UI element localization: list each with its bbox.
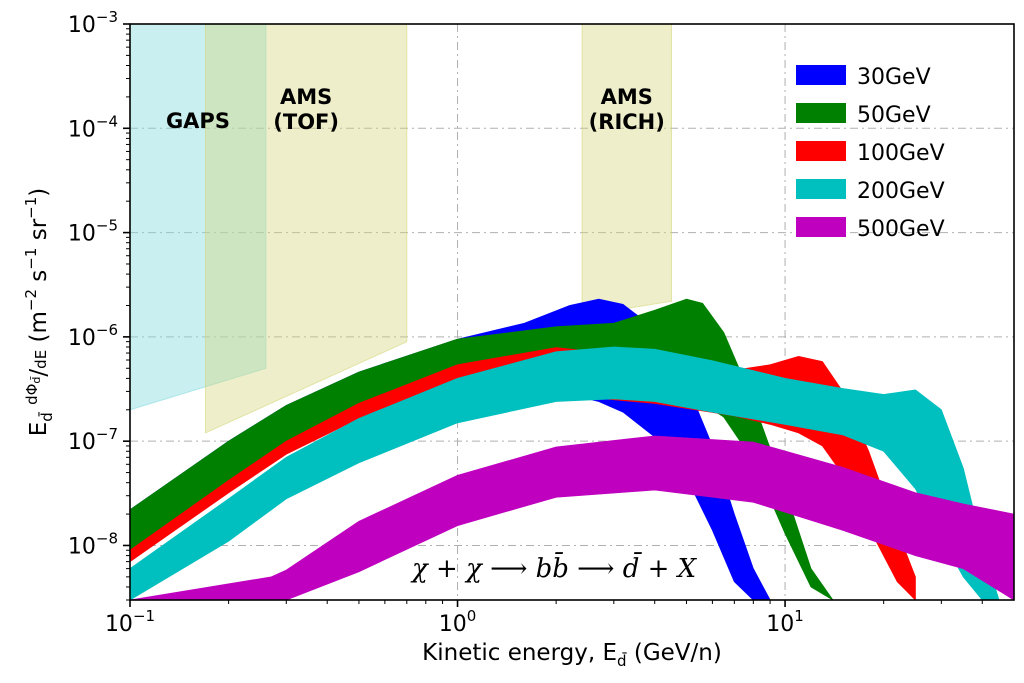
sensitivity-regions [130, 24, 672, 434]
x-tick-label: 10−1 [105, 607, 155, 637]
region-ams-rich [581, 24, 672, 317]
y-tick-label: 10−3 [68, 8, 118, 38]
y-tick-label: 10−6 [68, 321, 118, 351]
legend-label-100gev: 100GeV [857, 141, 945, 166]
region-label: (RICH) [589, 110, 665, 134]
region-ams-tof [205, 24, 408, 434]
region-label: AMS [601, 85, 653, 109]
y-tick-label: 10−5 [68, 217, 118, 247]
region-gaps [130, 24, 267, 411]
x-axis-label: Kinetic energy, Ed̄ (GeV/n) [422, 640, 722, 670]
y-tick-label: 10−7 [68, 425, 118, 455]
legend-swatch-50gev [796, 103, 846, 123]
legend-label-30gev: 30GeV [857, 65, 931, 90]
flux-bands [130, 298, 1014, 600]
y-tick-label: 10−8 [68, 529, 118, 559]
axis-ticks [123, 23, 983, 607]
x-tick-label: 101 [766, 607, 804, 637]
legend: 30GeV 50GeV 100GeV 200GeV 500GeV [796, 65, 945, 242]
y-tick-label: 10−4 [68, 112, 118, 142]
region-label: AMS [280, 85, 332, 109]
tick-labels: 10−1 100 101 10−8 10−7 10−6 10−5 10−4 10−3 [68, 8, 804, 637]
region-label: (TOF) [273, 110, 339, 134]
legend-swatch-100gev [796, 141, 846, 161]
svg-text:Ed̄ dΦd̄/dE (m−2 s−1 sr−1): Ed̄ dΦd̄/dE (m−2 s−1 sr−1) [22, 188, 56, 437]
plot-frame [129, 23, 1015, 601]
legend-label-200gev: 200GeV [857, 179, 945, 204]
region-label: GAPS [166, 109, 230, 133]
legend-label-500gev: 500GeV [857, 217, 945, 242]
y-axis-label: Ed̄ dΦd̄/dE (m−2 s−1 sr−1) [22, 188, 56, 437]
legend-swatch-30gev [796, 65, 846, 85]
process-annotation: χ + χ ⟶ bb̄ ⟶ d̄ + X [410, 551, 698, 584]
x-tick-label: 100 [439, 607, 477, 637]
band-500gev [130, 435, 1014, 600]
legend-swatch-200gev [796, 179, 846, 199]
band-200gev [130, 346, 1000, 600]
legend-swatch-500gev [796, 217, 846, 237]
legend-label-50gev: 50GeV [857, 103, 931, 128]
